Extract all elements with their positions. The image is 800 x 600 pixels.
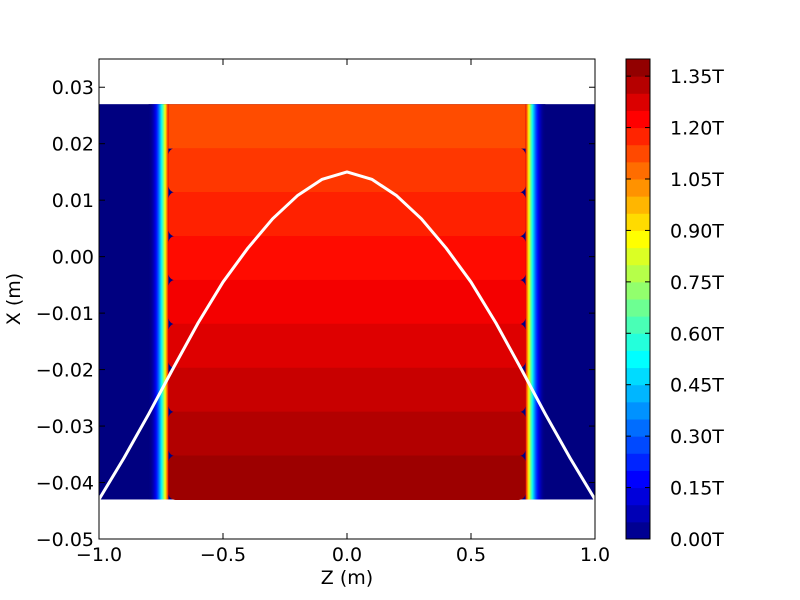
colorbar-segment [626,179,650,197]
x-tick-label: 0.5 [456,544,486,566]
x-axis-label: Z (m) [321,567,373,589]
colorbar-segment [626,384,650,403]
colorbar-segment [626,247,650,266]
colorbar-segment [626,350,650,369]
field-band [168,411,526,457]
field-band [168,323,526,369]
colorbar-segment [626,316,650,334]
x-axis-ticks: −1.0 −0.5 0.0 0.5 1.0 [76,59,610,566]
y-tick-label: −0.02 [36,360,94,382]
x-tick-label: 0.0 [332,544,362,566]
fringe-left [148,104,169,500]
colorbar-tick-label: 1.35T [670,66,724,88]
x-tick-label: 1.0 [580,544,610,566]
colorbar-segment [626,127,650,146]
field-band [168,192,526,237]
y-tick-label: 0.02 [52,134,94,156]
colorbar-segment [626,333,650,351]
colorbar-segment [626,521,650,540]
colorbar-segment [626,93,650,111]
colorbar-tick-label: 1.20T [670,118,724,140]
field-band [168,455,526,500]
y-tick-label: −0.03 [36,416,94,438]
colorbar-tick-label: 1.05T [670,169,724,191]
colorbar-segment [626,144,650,163]
y-axis-label: X (m) [3,273,25,325]
colorbar-segment [626,230,650,249]
y-axis-ticks: 0.03 0.02 0.01 0.00 −0.01 −0.02 −0.03 −0.04 −0.0… [36,77,595,551]
colorbar-tick-label: 0.60T [670,323,724,345]
colorbar-segment [626,76,650,94]
field-band [168,367,526,413]
colorbar-segment [626,59,650,77]
y-tick-label: 0.00 [52,247,94,269]
colorbar-segment [626,281,650,300]
x-tick-label: −0.5 [200,544,246,566]
trajectory-line [99,170,595,501]
y-tick-label: −0.04 [36,473,94,495]
colorbar-segment [626,299,650,317]
colorbar-segment [626,110,650,129]
colorbar-segment [626,161,650,180]
y-tick-label: 0.03 [52,77,94,99]
colorbar [626,59,650,540]
colorbar-tick-label: 0.30T [670,426,724,448]
colorbar-tick-label: 0.90T [670,220,724,242]
colorbar-segment [626,504,650,523]
colorbar-tick-label: 0.00T [670,529,724,551]
trajectory-layer [99,170,595,501]
colorbar-tick-label: 0.15T [670,478,724,500]
colorbar-tick-label: 0.75T [670,272,724,294]
fringe-right [525,104,546,500]
colorbar-segment [626,436,650,454]
colorbar-segment [626,401,650,420]
y-tick-label: −0.05 [36,529,94,551]
field-band [168,104,526,149]
colorbar-frame [625,58,651,540]
y-tick-label: 0.01 [52,190,94,212]
field-heatmap [99,104,595,500]
colorbar-segment [626,367,650,386]
colorbar-segment [626,213,650,231]
colorbar-segment [626,453,650,471]
colorbar-segment [626,264,650,283]
colorbar-segment [626,196,650,214]
x-tick-label: −1.0 [76,544,122,566]
colorbar-segment [626,470,650,489]
colorbar-ticks: 0.00T 0.15T 0.30T 0.45T 0.60T 0.75T 0.90T 1.05T… [626,66,724,551]
colorbar-segment [626,487,650,506]
field-band [168,279,526,325]
colorbar-segment [626,419,650,437]
y-tick-label: −0.01 [36,303,94,325]
field-band [168,148,526,193]
field-band [168,235,526,281]
colorbar-tick-label: 0.45T [670,375,724,397]
